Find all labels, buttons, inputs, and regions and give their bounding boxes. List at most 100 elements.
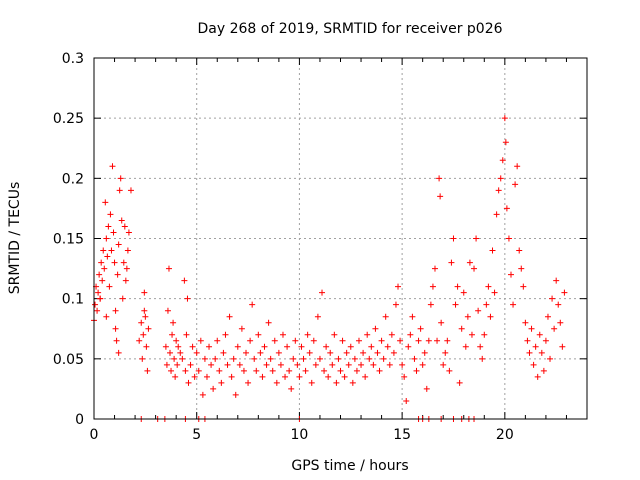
data-point	[109, 163, 116, 170]
data-point	[224, 361, 231, 368]
data-point	[255, 331, 262, 338]
data-point	[360, 349, 367, 356]
x-tick-label: 0	[90, 427, 99, 443]
data-point	[386, 361, 393, 368]
data-point	[479, 355, 486, 362]
data-point	[117, 175, 124, 182]
data-point	[263, 361, 270, 368]
data-point	[316, 355, 323, 362]
data-point	[392, 301, 399, 308]
data-point	[114, 271, 121, 278]
data-point	[343, 349, 350, 356]
data-point	[503, 205, 510, 212]
data-point	[230, 355, 237, 362]
data-point	[462, 343, 469, 350]
data-points	[91, 115, 568, 422]
data-point	[460, 289, 467, 296]
data-point	[171, 355, 178, 362]
data-point	[92, 301, 99, 308]
data-point	[304, 331, 311, 338]
y-tick-label: 0.2	[62, 171, 84, 187]
data-point	[415, 337, 422, 344]
data-point	[253, 367, 260, 374]
data-point	[423, 385, 430, 392]
data-point	[115, 349, 122, 356]
data-point	[502, 139, 509, 146]
data-point	[183, 331, 190, 338]
data-point	[358, 361, 365, 368]
data-point	[222, 331, 229, 338]
data-point	[399, 361, 406, 368]
data-point	[111, 259, 118, 266]
data-point	[220, 349, 227, 356]
data-point	[282, 373, 289, 380]
data-point	[142, 313, 149, 320]
data-point	[349, 379, 356, 386]
data-point	[456, 379, 463, 386]
data-point	[102, 199, 109, 206]
data-point	[290, 355, 297, 362]
data-point	[512, 181, 519, 188]
data-point	[450, 235, 457, 242]
data-point	[174, 361, 181, 368]
data-point	[120, 259, 127, 266]
data-point	[115, 241, 122, 248]
y-tick-label: 0.1	[62, 292, 84, 308]
data-point	[495, 187, 502, 194]
data-point	[298, 343, 305, 350]
data-point	[144, 367, 151, 374]
data-point	[191, 373, 198, 380]
data-point	[413, 367, 420, 374]
data-point	[452, 301, 459, 308]
data-point	[514, 163, 521, 170]
data-point	[534, 373, 541, 380]
data-point	[353, 367, 360, 374]
data-point	[172, 373, 179, 380]
data-point	[243, 349, 250, 356]
data-point	[417, 325, 424, 332]
data-point	[292, 337, 299, 344]
data-point	[528, 325, 535, 332]
y-tick-label: 0	[75, 412, 84, 428]
data-point	[119, 295, 126, 302]
data-point	[184, 295, 191, 302]
data-point	[520, 283, 527, 290]
data-point	[138, 319, 145, 326]
data-point	[384, 343, 391, 350]
data-point	[206, 343, 213, 350]
data-point	[106, 283, 113, 290]
data-point	[466, 259, 473, 266]
data-point	[182, 367, 189, 374]
data-point	[261, 343, 268, 350]
data-point	[464, 313, 471, 320]
data-point	[325, 373, 332, 380]
axis-ticks: 0 5 10 15 20 0 0.05 0.1 0.15 0.2 0.25 0.3	[53, 51, 587, 443]
data-point	[323, 343, 330, 350]
data-point	[403, 397, 410, 404]
data-point	[162, 343, 169, 350]
data-point	[179, 355, 186, 362]
data-point	[409, 313, 416, 320]
data-point	[240, 367, 247, 374]
data-point	[518, 265, 525, 272]
plot-frame	[93, 57, 588, 420]
data-point	[251, 355, 258, 362]
data-point	[267, 355, 274, 362]
data-point	[382, 313, 389, 320]
data-point	[208, 361, 215, 368]
data-point	[395, 283, 402, 290]
data-point	[339, 337, 346, 344]
data-point	[94, 307, 101, 314]
data-point	[524, 337, 531, 344]
data-point	[499, 157, 506, 164]
data-point	[475, 307, 482, 314]
data-point	[397, 337, 404, 344]
data-point	[302, 367, 309, 374]
data-point	[362, 373, 369, 380]
data-point	[296, 373, 303, 380]
data-point	[327, 349, 334, 356]
data-point	[284, 343, 291, 350]
data-point	[141, 307, 148, 314]
data-point	[112, 325, 119, 332]
x-tick-label: 20	[496, 427, 514, 443]
